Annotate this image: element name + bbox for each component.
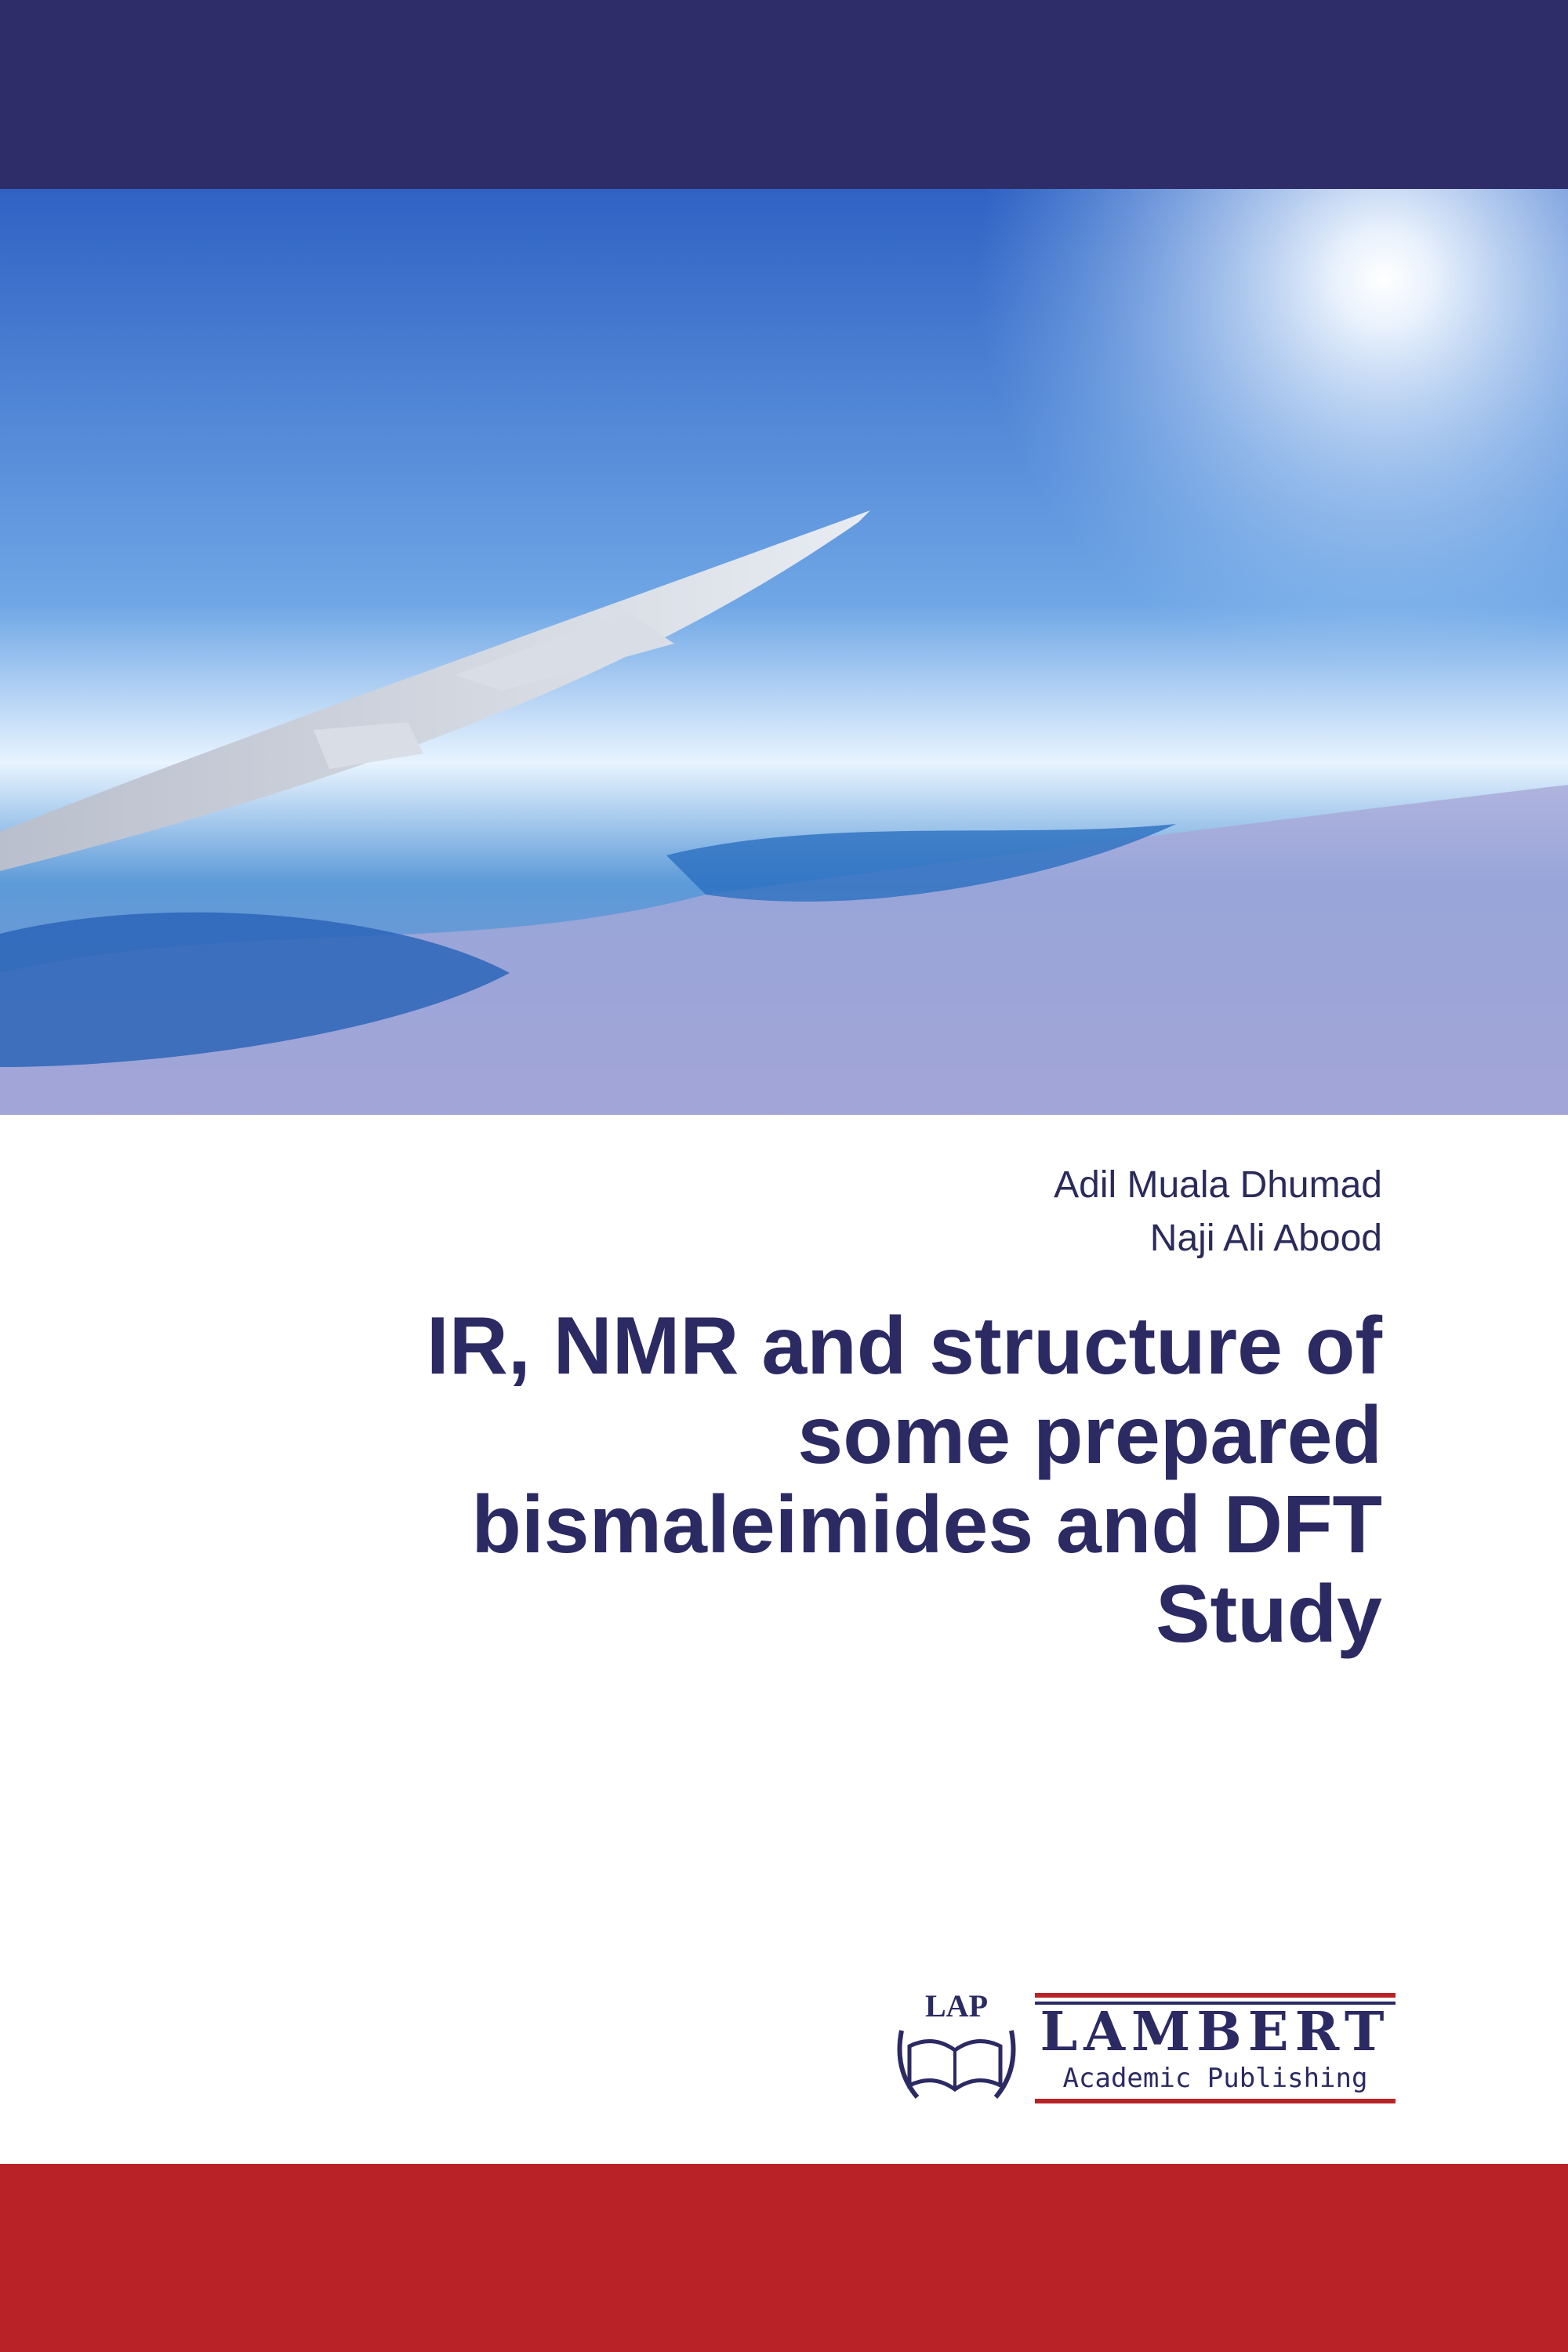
cover-photo [0,189,1568,1115]
publisher-name: LAMBERT [1040,2001,1390,2063]
title-line: bismaleimides and DFT [471,1479,1382,1570]
publisher-logo: LAP LAMBERT Academic Publishing [897,1988,1396,2103]
publisher-imprint: Academic Publishing [1063,2063,1368,2094]
title-line: IR, NMR and structure of [426,1301,1382,1392]
publisher-mark: LAP [925,1988,988,2024]
author: Adil Muala Dhumad [1054,1164,1382,1206]
title-line: some prepared [797,1390,1382,1481]
title-line: Study [1156,1569,1382,1660]
top-band [0,0,1568,189]
authors: Adil Muala Dhumad Naji Ali Abood [1054,1159,1382,1265]
author: Naji Ali Abood [1149,1218,1382,1259]
book-title: IR, NMR and structure of some prepared b… [426,1301,1382,1659]
bottom-band [0,2164,1568,2352]
